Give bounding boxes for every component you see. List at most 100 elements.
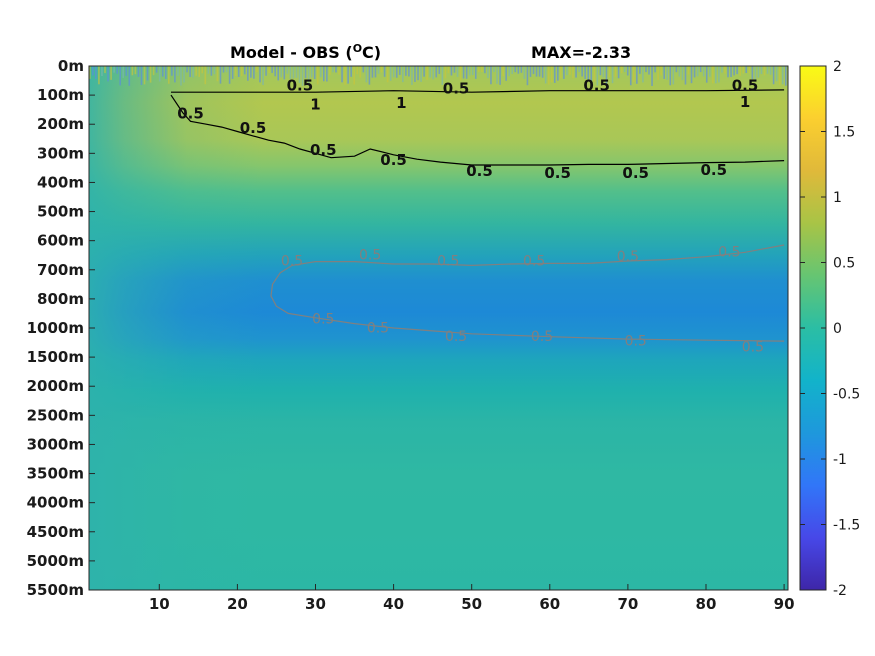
surface-noise-stroke xyxy=(684,66,687,85)
surface-noise-stroke xyxy=(487,66,489,79)
surface-noise-stroke xyxy=(140,66,143,85)
surface-noise-stroke xyxy=(514,66,517,73)
surface-noise-stroke xyxy=(778,66,781,85)
surface-noise-stroke xyxy=(602,66,605,78)
surface-noise-stroke xyxy=(681,66,684,81)
surface-noise-stroke xyxy=(301,66,304,86)
surface-noise-stroke xyxy=(502,66,504,77)
surface-noise-stroke xyxy=(712,66,714,84)
surface-noise-stroke xyxy=(736,66,738,75)
contour-line xyxy=(270,244,785,342)
surface-noise-stroke xyxy=(687,66,690,75)
surface-noise-stroke xyxy=(432,66,435,80)
y-tick-label: 700m xyxy=(37,261,84,279)
surface-noise-stroke xyxy=(660,66,662,76)
y-tick-label: 200m xyxy=(37,115,84,133)
surface-noise-stroke xyxy=(566,66,568,76)
y-tick-label: 5000m xyxy=(27,552,84,570)
surface-noise-stroke xyxy=(368,66,371,85)
surface-noise-stroke xyxy=(313,66,316,80)
surface-noise-stroke xyxy=(672,66,675,85)
surface-noise-stroke xyxy=(493,66,495,73)
surface-noise-stroke xyxy=(599,66,602,76)
surface-noise-stroke xyxy=(383,66,386,77)
surface-noise-stroke xyxy=(508,66,510,77)
surface-noise-stroke xyxy=(581,66,583,77)
surface-noise-stroke xyxy=(374,66,377,78)
surface-noise-stroke xyxy=(648,66,650,75)
surface-noise-stroke xyxy=(125,66,128,76)
surface-noise-stroke xyxy=(642,66,644,83)
surface-noise-stroke xyxy=(699,66,702,73)
x-tick-label: 30 xyxy=(305,595,326,613)
surface-noise-stroke xyxy=(645,66,647,73)
surface-noise-stroke xyxy=(295,66,298,78)
surface-noise-stroke xyxy=(365,66,368,83)
y-tick-label: 800m xyxy=(37,290,84,308)
surface-noise-stroke xyxy=(727,66,729,78)
surface-noise-stroke xyxy=(234,66,237,76)
surface-noise-stroke xyxy=(225,66,228,73)
surface-noise-stroke xyxy=(784,66,787,86)
contour-label: 0.5 xyxy=(718,245,740,261)
surface-noise-stroke xyxy=(468,66,471,76)
surface-noise-stroke xyxy=(426,66,428,80)
surface-noise-stroke xyxy=(517,66,520,74)
plot-area: 0.510.510.5 0.510.50.50.50.50.5 0.5 0.5 0.50… xyxy=(89,66,788,590)
surface-noise-stroke xyxy=(134,66,137,75)
surface-noise-stroke xyxy=(207,66,210,74)
surface-noise-stroke xyxy=(721,66,723,73)
surface-noise-stroke xyxy=(158,66,161,82)
surface-noise-stroke xyxy=(210,66,213,76)
surface-noise-stroke xyxy=(693,66,696,78)
surface-noise-stroke xyxy=(754,66,757,81)
surface-noise-stroke xyxy=(359,66,362,78)
surface-noise-stroke xyxy=(104,66,106,74)
colorbar-tick-label: -1.5 xyxy=(833,518,860,534)
surface-noise-stroke xyxy=(478,66,480,73)
surface-noise-stroke xyxy=(557,66,559,81)
surface-noise-stroke xyxy=(195,66,197,76)
surface-noise-stroke xyxy=(92,66,94,76)
surface-noise-stroke xyxy=(307,66,310,86)
surface-noise-stroke xyxy=(633,66,635,83)
surface-noise-stroke xyxy=(678,66,681,77)
surface-noise-stroke xyxy=(216,66,219,82)
surface-noise-stroke xyxy=(453,66,456,73)
surface-noise-stroke xyxy=(675,66,678,73)
surface-noise-stroke xyxy=(526,66,529,86)
y-tick-label: 500m xyxy=(37,203,84,221)
surface-noise-stroke xyxy=(95,66,97,80)
colorbar-tick-label: 2 xyxy=(833,59,842,75)
surface-noise-stroke xyxy=(168,66,170,84)
surface-noise-stroke xyxy=(228,66,231,84)
contour-label: 0.5 xyxy=(622,164,649,182)
surface-noise-stroke xyxy=(420,66,422,82)
surface-noise-stroke xyxy=(490,66,492,85)
surface-noise-stroke xyxy=(772,66,775,85)
surface-noise-stroke xyxy=(523,66,526,79)
surface-noise-stroke xyxy=(110,66,112,80)
surface-noise-stroke xyxy=(572,66,574,79)
surface-noise-stroke xyxy=(763,66,766,76)
surface-noise-stroke xyxy=(417,66,419,81)
surface-noise-stroke xyxy=(362,66,365,73)
colorbar-tick-label: -0.5 xyxy=(833,387,860,403)
surface-noise-stroke xyxy=(353,66,356,85)
surface-noise-stroke xyxy=(149,66,152,83)
x-tick-label: 10 xyxy=(149,595,170,613)
surface-noise-stroke xyxy=(456,66,459,77)
surface-noise-stroke xyxy=(386,66,389,83)
surface-noise-stroke xyxy=(247,66,249,81)
surface-noise-stroke xyxy=(161,66,164,77)
contour-label: 0.5 xyxy=(617,249,639,265)
surface-noise-stroke xyxy=(356,66,359,75)
surface-noise-stroke xyxy=(414,66,416,82)
surface-noise-stroke xyxy=(316,66,319,85)
surface-noise-stroke xyxy=(715,66,717,84)
contour-label: 0.5 xyxy=(312,312,334,328)
contour-label: 0.5 xyxy=(359,248,381,264)
x-tick-label: 40 xyxy=(383,595,404,613)
surface-noise-stroke xyxy=(505,66,507,81)
surface-noise-stroke xyxy=(438,66,441,74)
